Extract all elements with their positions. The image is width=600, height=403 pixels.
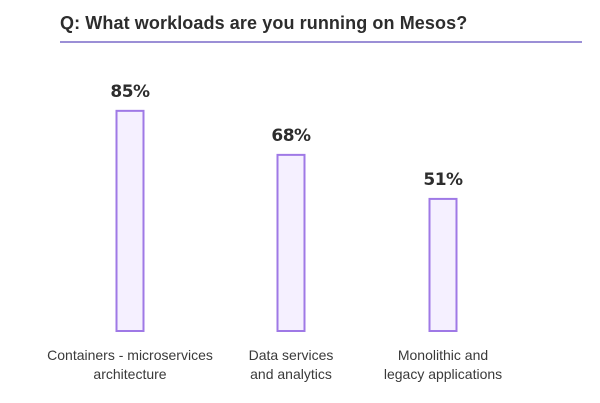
chart-title: Q: What workloads are you running on Mes… — [60, 13, 468, 33]
value-label-1: 85% — [110, 82, 150, 102]
category-label-1: Containers - microservices architecture — [47, 347, 213, 382]
category-labels-layer: Containers - microservices architecture Da… — [47, 347, 502, 382]
bar-3 — [428, 197, 458, 332]
category-label-3: Monolithic and legacy applications — [384, 347, 502, 382]
value-labels-layer: 85% 68% 51% — [110, 82, 463, 190]
bar-1 — [115, 109, 145, 332]
category-label-2: Data services and analytics — [249, 347, 334, 382]
bars-layer — [115, 109, 458, 332]
value-label-2: 68% — [271, 126, 311, 146]
bar-2 — [276, 153, 306, 332]
title-divider — [60, 41, 582, 43]
value-label-3: 51% — [423, 170, 463, 190]
